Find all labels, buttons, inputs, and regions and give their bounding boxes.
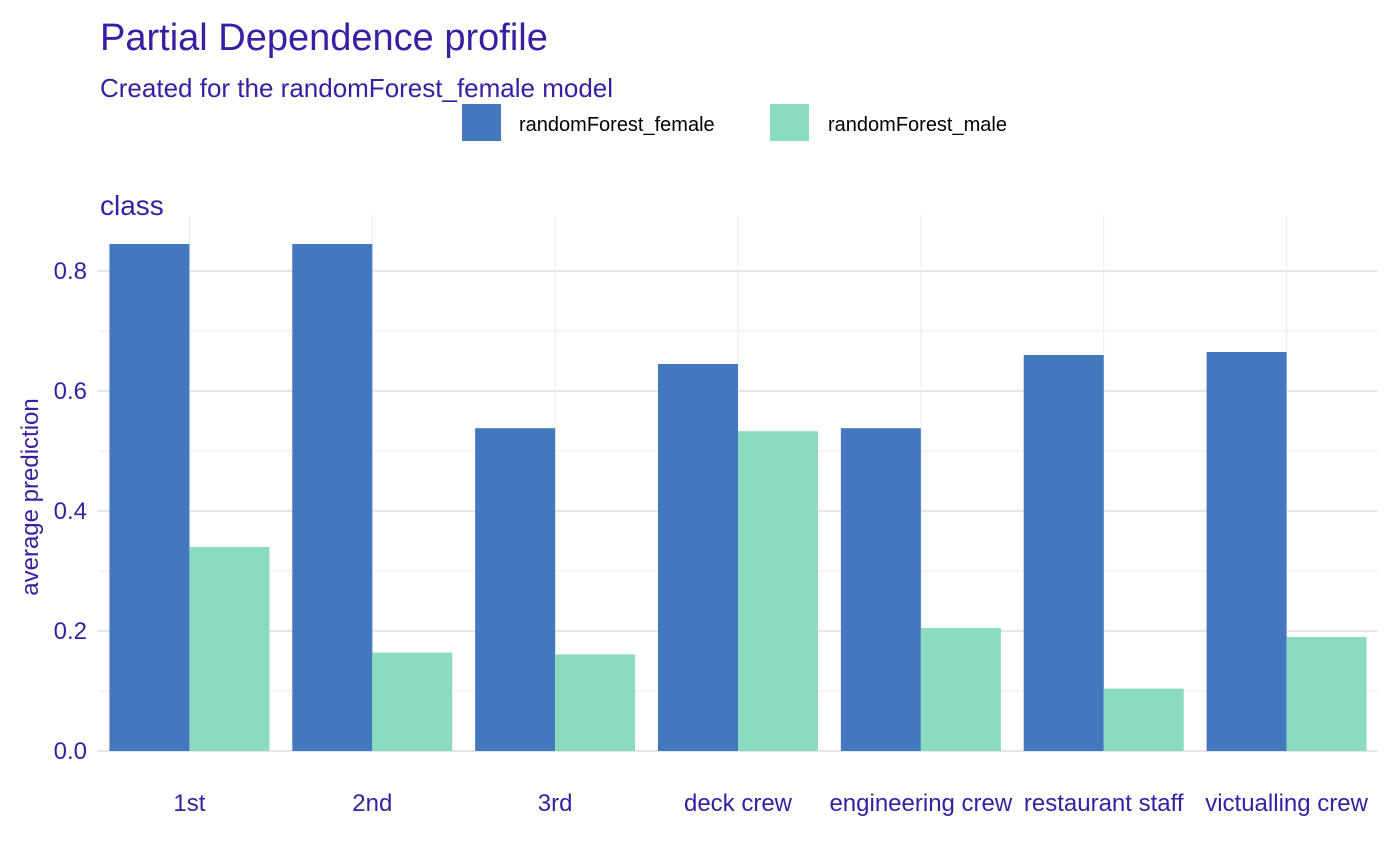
bar-randomForest_female-1st: [109, 244, 190, 751]
y-tick-label: 0.8: [54, 258, 87, 285]
y-tick-label: 0.2: [54, 618, 87, 645]
bar-randomForest_male-3rd: [555, 654, 636, 751]
y-axis-label: average prediction: [17, 398, 44, 595]
x-tick-label: 3rd: [538, 790, 573, 817]
bar-randomForest_male-restaurant-staff: [1103, 688, 1184, 751]
bar-randomForest_female-restaurant-staff: [1023, 355, 1104, 751]
x-tick-label: restaurant staff: [1024, 790, 1184, 817]
bar-randomForest_male-engineering-crew: [920, 628, 1001, 751]
bar-randomForest_male-1st: [189, 547, 270, 751]
y-tick-label: 0.0: [54, 738, 87, 765]
x-tick-label: deck crew: [684, 790, 793, 817]
x-tick-label: 2nd: [352, 790, 392, 817]
facet-label: class: [100, 190, 164, 221]
chart-title: Partial Dependence profile: [100, 17, 548, 59]
bars: [109, 244, 1367, 751]
y-tick-label: 0.6: [54, 378, 87, 405]
bar-randomForest_female-engineering-crew: [840, 428, 921, 751]
legend-label-female: randomForest_female: [519, 114, 715, 136]
legend: randomForest_female randomForest_male: [462, 104, 1007, 141]
x-tick-label: 1st: [173, 790, 205, 817]
x-tick-label: engineering crew: [829, 790, 1012, 817]
legend-label-male: randomForest_male: [828, 114, 1007, 136]
chart-subtitle: Created for the randomForest_female mode…: [100, 73, 613, 103]
bar-randomForest_female-victualling-crew: [1206, 352, 1287, 751]
bar-randomForest_female-deck-crew: [658, 364, 738, 751]
bar-randomForest_male-deck-crew: [738, 431, 818, 751]
bar-randomForest_female-2nd: [292, 244, 373, 751]
bar-randomForest_male-2nd: [372, 652, 453, 751]
legend-key-female: [462, 104, 501, 141]
bar-randomForest_female-3rd: [475, 428, 556, 751]
bar-randomForest_male-victualling-crew: [1286, 637, 1367, 751]
tick-labels: 0.0 0.2 0.4 0.6 0.8 1st 2nd 3rd deck crew enginee…: [54, 258, 1369, 817]
x-tick-label: victualling crew: [1205, 790, 1368, 817]
legend-key-male: [770, 104, 809, 141]
y-tick-label: 0.4: [54, 498, 87, 525]
